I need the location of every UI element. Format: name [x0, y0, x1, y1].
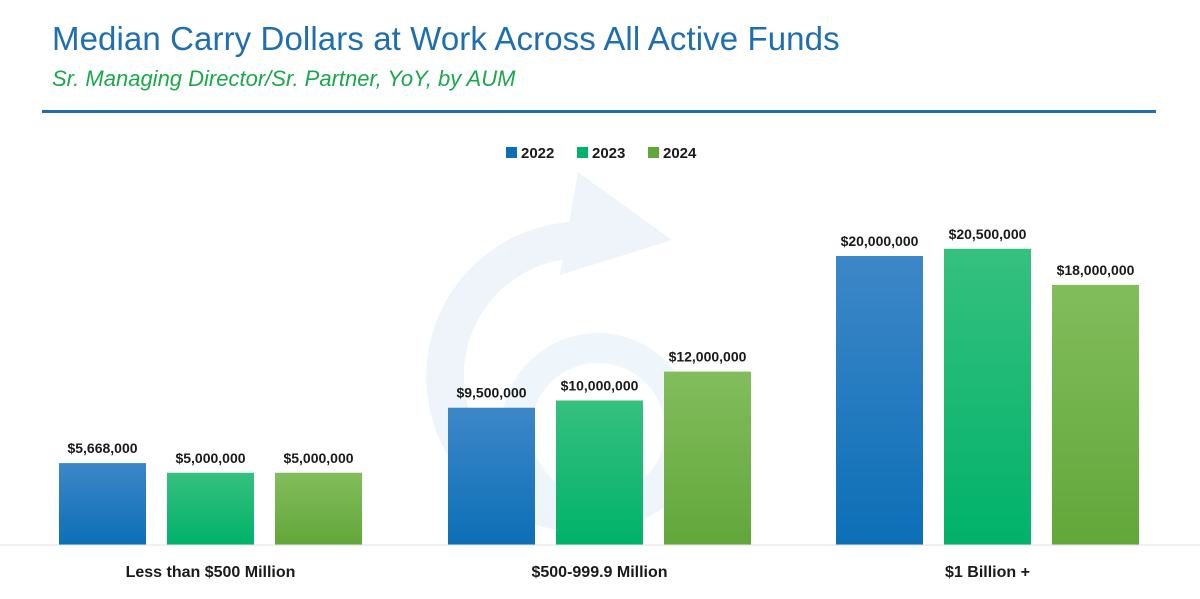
value-label-2022-0: $5,668,000 — [67, 440, 137, 456]
category-label-1: $500-999.9 Million — [531, 564, 667, 581]
category-label-0: Less than $500 Million — [126, 564, 296, 581]
value-label-2024-2: $18,000,000 — [1057, 262, 1135, 278]
bar-2023-0 — [167, 472, 254, 545]
legend-swatch-2022 — [506, 147, 517, 158]
value-label-2023-0: $5,000,000 — [175, 450, 245, 466]
bar-2022-1 — [448, 407, 535, 545]
bar-2024-2 — [1052, 284, 1139, 545]
legend: 2022 2023 2024 — [506, 145, 697, 162]
bar-2024-1 — [664, 371, 751, 545]
value-label-2022-2: $20,000,000 — [841, 233, 919, 249]
value-label-2023-1: $10,000,000 — [561, 378, 639, 394]
title-divider — [42, 110, 1156, 113]
legend-swatch-2024 — [648, 147, 659, 158]
bars-layer — [59, 248, 1139, 545]
legend-swatch-2023 — [577, 147, 588, 158]
bar-2022-0 — [59, 463, 146, 545]
value-label-2023-2: $20,500,000 — [949, 226, 1027, 242]
value-label-2024-1: $12,000,000 — [669, 349, 747, 365]
legend-label-2022: 2022 — [521, 145, 554, 162]
value-label-2022-1: $9,500,000 — [456, 385, 526, 401]
chart-title: Median Carry Dollars at Work Across All … — [52, 20, 840, 57]
legend-label-2024: 2024 — [663, 145, 697, 162]
bar-2023-2 — [944, 248, 1031, 545]
category-labels-layer: Less than $500 Million $500-999.9 Million… — [126, 564, 1030, 581]
value-label-2024-0: $5,000,000 — [283, 450, 353, 466]
chart-subtitle: Sr. Managing Director/Sr. Partner, YoY, … — [52, 66, 516, 91]
bar-2023-1 — [556, 400, 643, 545]
legend-label-2023: 2023 — [592, 145, 625, 162]
bar-2022-2 — [836, 256, 923, 545]
value-labels-layer: $5,668,000 $5,000,000 $5,000,000 $9,500,000… — [67, 226, 1134, 466]
category-label-2: $1 Billion + — [945, 564, 1030, 581]
bar-2024-0 — [275, 472, 362, 545]
